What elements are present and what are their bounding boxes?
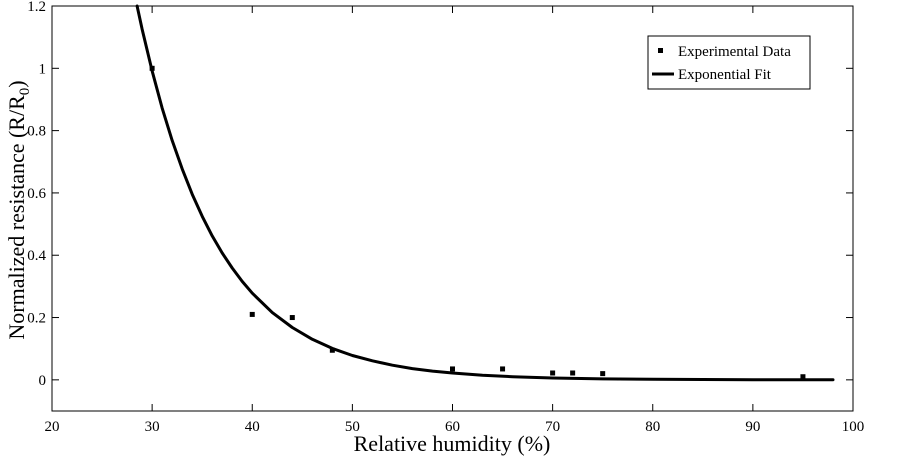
y-tick-label: 0.4 (27, 248, 46, 264)
x-tick-label: 90 (745, 419, 760, 435)
legend: Experimental Data Exponential Fit (647, 35, 811, 90)
x-tick-label: 40 (245, 419, 260, 435)
x-tick-label: 60 (445, 419, 460, 435)
x-tick-labels: 20 30 40 50 60 70 80 90 100 (45, 419, 865, 435)
y-axis-label-subscript: 0 (17, 88, 33, 96)
y-tick-label: 0.2 (27, 311, 46, 327)
x-tick-label: 20 (45, 419, 60, 435)
data-point (500, 366, 506, 372)
data-point (249, 311, 255, 317)
data-point (550, 370, 556, 376)
fit-series (135, 4, 835, 382)
fit-line (135, 4, 835, 382)
data-point (289, 315, 295, 321)
y-tick-label: 0.6 (27, 186, 46, 202)
y-tick-label: 1.2 (27, 0, 46, 15)
y-tick-label: 1 (39, 61, 47, 77)
legend-marker-experimental (658, 48, 663, 53)
x-tick-label: 80 (645, 419, 660, 435)
data-point (329, 347, 335, 353)
y-axis-label: Normalized resistance (R/R0) (4, 80, 33, 339)
y-axis-label-close: ) (4, 80, 29, 87)
x-tick-label: 30 (145, 419, 160, 435)
x-tick-label: 100 (842, 419, 865, 435)
data-point (450, 366, 455, 372)
y-tick-labels: 0 0.2 0.4 0.6 0.8 1 1.2 (27, 0, 46, 389)
legend-label-experimental: Experimental Data (678, 44, 791, 60)
axis-ticks (51, 5, 854, 411)
y-tick-label: 0.8 (27, 124, 46, 140)
experimental-series (149, 65, 806, 380)
data-point (149, 65, 155, 71)
data-point (570, 370, 576, 376)
y-axis-label-main: Normalized resistance (R/R (4, 95, 29, 340)
y-tick-label: 0 (39, 373, 47, 389)
legend-box (647, 35, 811, 90)
data-point (600, 371, 606, 377)
legend-label-fit: Exponential Fit (678, 67, 772, 83)
x-tick-label: 50 (345, 419, 360, 435)
x-axis-label: Relative humidity (%) (354, 431, 551, 456)
x-tick-label: 70 (545, 419, 560, 435)
data-point (800, 374, 806, 380)
